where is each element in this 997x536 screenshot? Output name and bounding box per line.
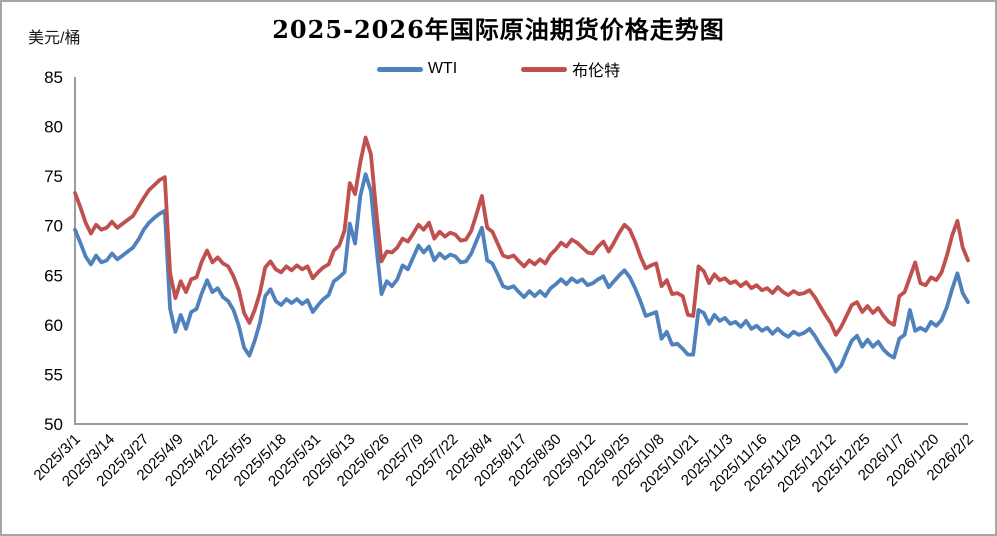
legend: WTI 布伦特 [2, 57, 995, 81]
brent-line [73, 135, 970, 337]
y-axis-unit-label: 美元/桶 [28, 30, 81, 47]
chart-title: 2025-2026年国际原油期货价格走势图 [272, 15, 725, 44]
legend-label-brent: 布伦特 [572, 63, 621, 80]
y-tick-label: 85 [44, 68, 63, 87]
y-tick-label: 75 [44, 167, 63, 186]
legend-item-wti: WTI [376, 60, 458, 78]
y-tick-label: 50 [44, 415, 63, 434]
y-tick-label: 60 [44, 316, 63, 335]
brent-line-swatch [521, 66, 568, 72]
y-tick-label: 80 [44, 118, 63, 137]
legend-item-brent: 布伦特 [521, 57, 620, 81]
wti-line-swatch [376, 66, 423, 72]
y-axis-tick-labels: 85 80 75 70 65 60 55 50 [44, 68, 63, 434]
y-tick-label: 70 [44, 217, 63, 236]
x-axis-tick-labels: 2025/3/12025/3/142025/3/272025/4/92025/4… [31, 431, 977, 496]
legend-label-wti: WTI [427, 60, 458, 77]
y-tick-label: 55 [44, 365, 63, 384]
y-tick-label: 65 [44, 266, 63, 285]
wti-line [73, 172, 970, 374]
series-lines [73, 135, 970, 374]
